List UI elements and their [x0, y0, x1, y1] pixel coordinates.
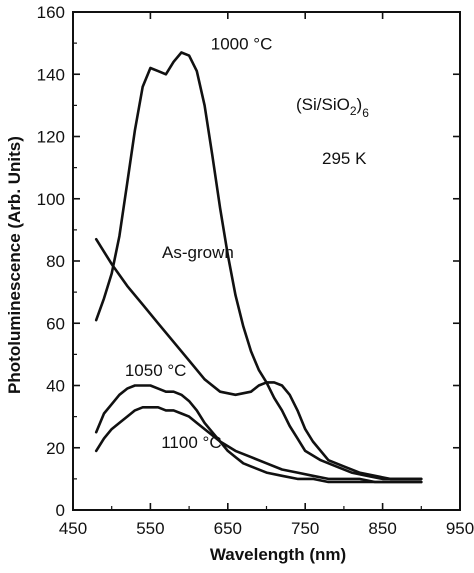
x-tick-label: 550 — [136, 519, 164, 538]
temperature-annotation: 295 K — [322, 149, 367, 168]
sample-annotation-sub6: 6 — [362, 106, 369, 120]
series-line-1000-c — [94, 51, 423, 481]
y-axis-title: Photoluminescence (Arb. Units) — [5, 136, 24, 394]
series-line-1050-c — [94, 384, 423, 484]
x-tick-label: 750 — [291, 519, 319, 538]
y-tick-label: 60 — [46, 314, 65, 333]
series-label-1050-c: 1050 °C — [125, 361, 187, 380]
x-axis-title: Wavelength (nm) — [210, 545, 346, 564]
y-tick-label: 80 — [46, 252, 65, 271]
series-label-as-grown: As-grown — [162, 243, 234, 262]
y-tick-label: 40 — [46, 377, 65, 396]
sample-annotation-base: (Si/SiO — [296, 95, 350, 114]
x-axis: 450 550 650 750 850 950 — [59, 12, 474, 538]
y-tick-label: 0 — [56, 501, 65, 520]
series-line-as-grown — [94, 237, 423, 481]
x-tick-label: 650 — [214, 519, 242, 538]
x-tick-label: 850 — [368, 519, 396, 538]
series-labels: 1000 °C As-grown 1050 °C 1100 °C — [125, 34, 273, 451]
y-tick-label: 100 — [37, 190, 65, 209]
y-tick-label: 140 — [37, 65, 65, 84]
sample-annotation-sub2: 2 — [350, 104, 357, 118]
series-label-1000-c: 1000 °C — [211, 34, 273, 53]
plot-border — [72, 11, 461, 511]
sample-annotation: (Si/SiO2)6 — [296, 95, 369, 120]
y-tick-label: 160 — [37, 3, 65, 22]
series-line-1100-c — [94, 406, 423, 484]
y-axis: 0 20 40 60 80 100 120 140 160 — [37, 3, 460, 520]
x-tick-label: 950 — [446, 519, 474, 538]
y-tick-label: 20 — [46, 439, 65, 458]
x-tick-label: 450 — [59, 519, 87, 538]
y-tick-label: 120 — [37, 128, 65, 147]
plot-frame — [72, 11, 461, 511]
series-lines — [94, 51, 423, 484]
sample-annotation-close: ) — [357, 95, 363, 114]
series-label-1100-c: 1100 °C — [161, 433, 221, 452]
